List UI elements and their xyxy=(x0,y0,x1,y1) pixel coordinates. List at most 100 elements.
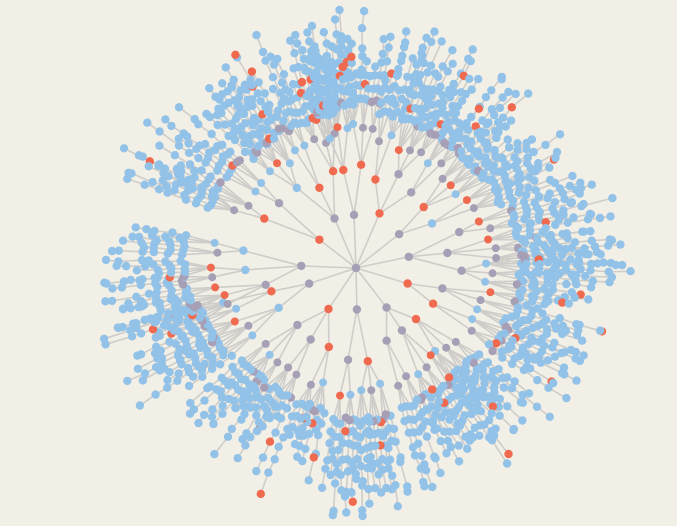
leaf-node xyxy=(417,451,426,461)
leaf-node xyxy=(540,300,549,309)
leaf-node xyxy=(558,329,567,339)
leaf-node xyxy=(506,116,516,125)
tree-link xyxy=(422,193,457,208)
tree-link xyxy=(231,334,254,357)
leaf-node xyxy=(576,264,585,274)
leaf-node xyxy=(511,321,521,331)
leaf-node xyxy=(265,350,274,359)
tree-link xyxy=(231,164,262,184)
highlight-node xyxy=(541,218,550,227)
leaf-node xyxy=(617,260,627,270)
leaf-node xyxy=(489,375,498,384)
leaf-node xyxy=(114,257,123,266)
internal-node xyxy=(394,230,404,239)
internal-node xyxy=(297,261,306,271)
leaf-node xyxy=(531,186,540,195)
leaf-node xyxy=(241,119,250,128)
leaf-node xyxy=(134,151,144,160)
leaf-node xyxy=(236,86,245,95)
leaf-node xyxy=(221,63,230,72)
tree-link xyxy=(104,335,133,346)
leaf-node xyxy=(552,324,561,333)
tree-link xyxy=(397,151,422,176)
leaf-node xyxy=(464,160,473,169)
leaf-node xyxy=(217,373,226,382)
highlight-node xyxy=(428,299,438,308)
tree-link xyxy=(401,329,428,369)
leaf-node xyxy=(423,159,432,168)
internal-node xyxy=(349,210,359,220)
leaf-node xyxy=(529,147,538,157)
tree-link xyxy=(398,119,416,151)
tree-link xyxy=(489,291,521,300)
leaf-node xyxy=(161,257,170,266)
highlight-node xyxy=(348,497,357,506)
leaf-node xyxy=(252,30,261,40)
leaf-node xyxy=(352,474,361,484)
leaf-node xyxy=(497,347,507,356)
leaf-node xyxy=(508,359,517,369)
tree-link xyxy=(385,306,403,332)
leaf-node xyxy=(256,97,265,106)
leaf-node xyxy=(463,444,472,453)
leaf-node xyxy=(140,315,149,325)
tree-link xyxy=(230,168,257,193)
internal-node xyxy=(417,148,426,157)
leaf-node xyxy=(570,293,579,302)
leaf-node xyxy=(340,492,350,501)
leaf-node xyxy=(533,163,543,172)
tree-link xyxy=(296,308,330,326)
leaf-node xyxy=(135,401,145,410)
tree-link xyxy=(360,360,369,392)
internal-node xyxy=(260,383,269,392)
leaf-node xyxy=(382,57,392,66)
tree-link xyxy=(206,307,237,326)
leaf-node xyxy=(626,267,635,276)
tree-link xyxy=(347,358,352,396)
leaf-node xyxy=(155,127,164,136)
tree-link xyxy=(478,213,515,223)
tree-link xyxy=(276,324,299,364)
leaf-node xyxy=(550,352,560,361)
internal-node xyxy=(488,346,497,356)
tree-link xyxy=(342,127,349,171)
leaf-node xyxy=(422,432,432,441)
leaf-node xyxy=(254,418,264,427)
leaf-node xyxy=(427,219,437,228)
leaf-node xyxy=(412,70,421,79)
leaf-node xyxy=(498,113,508,122)
leaf-node xyxy=(535,215,544,225)
leaf-node xyxy=(398,51,407,60)
internal-node xyxy=(305,279,314,288)
leaf-node xyxy=(418,43,427,52)
leaf-node xyxy=(403,487,412,496)
leaf-node xyxy=(516,398,526,407)
leaf-node xyxy=(174,134,183,143)
leaf-node xyxy=(291,30,300,40)
leaf-node xyxy=(260,89,269,98)
leaf-node xyxy=(566,255,575,264)
leaf-node xyxy=(303,28,312,37)
leaf-node xyxy=(167,121,176,131)
tree-link xyxy=(234,307,280,323)
leaf-node xyxy=(166,323,175,332)
tree-link xyxy=(401,329,419,376)
tree-link xyxy=(378,191,413,215)
leaf-node xyxy=(184,148,194,157)
leaf-node xyxy=(502,459,512,468)
leaf-node xyxy=(239,402,248,411)
leaf-node xyxy=(587,180,596,189)
leaf-node xyxy=(426,91,436,101)
tree-link xyxy=(408,231,460,258)
tree-link xyxy=(247,307,280,327)
leaf-node xyxy=(509,425,518,435)
highlight-node xyxy=(206,263,215,272)
tree-link xyxy=(429,354,450,386)
leaf-node xyxy=(330,15,340,24)
tree-link xyxy=(103,329,132,340)
leaf-node xyxy=(347,39,356,48)
internal-node xyxy=(488,269,497,278)
leaf-node xyxy=(363,454,372,464)
tree-link xyxy=(398,125,419,151)
leaf-node xyxy=(583,215,593,224)
